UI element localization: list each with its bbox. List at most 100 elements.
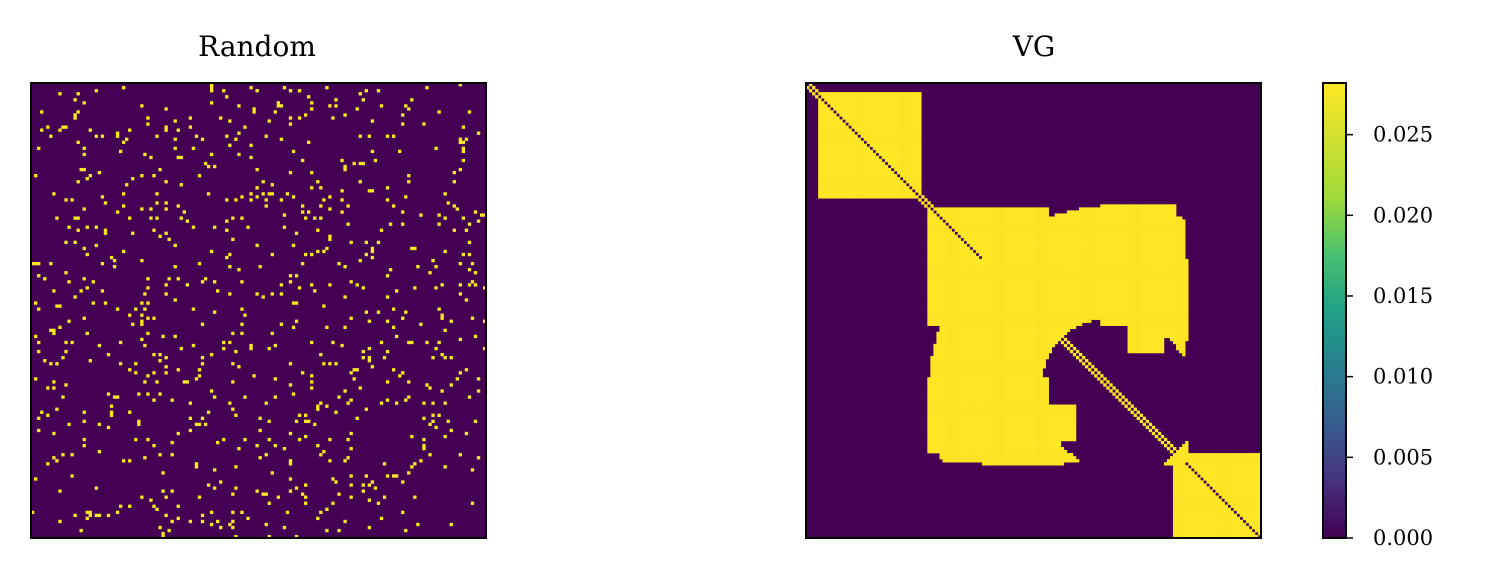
vg-cell xyxy=(1170,237,1174,242)
vg-cell xyxy=(963,234,968,238)
vg-cell xyxy=(960,313,965,317)
random-cell xyxy=(173,334,177,339)
vg-cell xyxy=(991,207,995,211)
vg-cell xyxy=(1173,277,1177,281)
random-cell xyxy=(209,389,214,393)
vg-cell xyxy=(824,146,828,151)
vg-cell xyxy=(830,161,834,166)
random-cell xyxy=(364,240,368,245)
vg-cell xyxy=(1063,286,1068,290)
random-cell xyxy=(264,453,268,457)
vg-cell xyxy=(1118,222,1122,226)
vg-cell xyxy=(930,225,934,229)
vg-cell xyxy=(1166,258,1171,263)
vg-cell xyxy=(836,180,840,184)
random-cell xyxy=(209,249,214,254)
vg-cell xyxy=(1112,261,1116,266)
vg-cell xyxy=(1009,234,1013,238)
vg-cell xyxy=(890,143,895,147)
random-cell xyxy=(446,419,450,424)
vg-cell xyxy=(1151,216,1156,220)
vg-cell xyxy=(1015,246,1019,251)
vg-cell xyxy=(1115,271,1119,275)
vg-cell xyxy=(1100,295,1104,299)
random-cell xyxy=(316,443,320,448)
vg-cell xyxy=(866,186,870,190)
vg-cell xyxy=(863,170,867,175)
vg-cell xyxy=(836,107,840,111)
vg-cell xyxy=(1069,237,1074,242)
random-cell xyxy=(346,222,350,226)
vg-cell xyxy=(827,143,831,147)
vg-cell xyxy=(1163,286,1168,290)
vg-cell xyxy=(981,274,986,278)
vg-cell xyxy=(1148,225,1153,229)
vg-cell xyxy=(978,213,983,217)
random-cell xyxy=(161,534,165,539)
vg-cell xyxy=(818,158,822,163)
vg-cell xyxy=(960,298,965,302)
vg-cell xyxy=(884,107,889,111)
vg-cell xyxy=(1033,274,1037,278)
random-cell xyxy=(431,413,435,417)
vg-cell xyxy=(942,243,946,248)
random-cell xyxy=(125,183,129,187)
random-cell xyxy=(255,89,259,93)
vg-cell xyxy=(1179,265,1183,269)
vg-cell xyxy=(1082,210,1086,214)
vg-cell xyxy=(1136,255,1140,260)
random-cell xyxy=(97,450,102,454)
vg-cell xyxy=(1179,283,1183,287)
vg-cell xyxy=(951,304,955,308)
random-cell xyxy=(158,525,162,530)
vg-cell xyxy=(881,155,886,160)
vg-cell xyxy=(1018,228,1022,232)
vg-cell xyxy=(1179,237,1183,242)
vg-cell xyxy=(1157,240,1162,245)
vg-cell xyxy=(1066,237,1071,242)
vg-cell xyxy=(969,234,974,238)
vg-cell xyxy=(948,219,952,223)
vg-cell xyxy=(887,113,892,117)
random-cell xyxy=(291,243,296,248)
vg-cell xyxy=(981,283,986,287)
vg-cell xyxy=(1136,304,1140,308)
vg-cell xyxy=(1003,268,1007,272)
vg-cell xyxy=(1157,222,1162,226)
vg-cell xyxy=(1048,249,1052,254)
vg-cell xyxy=(824,155,828,160)
vg-cell xyxy=(1145,268,1150,272)
vg-cell xyxy=(984,234,989,238)
vg-cell xyxy=(1130,207,1134,211)
vg-cell xyxy=(930,274,934,278)
vg-cell xyxy=(897,137,901,141)
vg-cell xyxy=(1051,307,1056,311)
vg-cell xyxy=(1097,213,1101,217)
vg-cell xyxy=(984,255,989,260)
vg-cell xyxy=(1136,240,1140,245)
vg-cell xyxy=(981,207,986,211)
vg-cell xyxy=(1085,258,1089,263)
random-cell xyxy=(304,501,308,505)
vg-cell xyxy=(818,143,822,147)
random-cell xyxy=(391,325,396,329)
vg-cell xyxy=(887,192,892,196)
vg-cell xyxy=(966,283,971,287)
vg-cell xyxy=(1166,289,1171,293)
vg-cell xyxy=(1136,289,1140,293)
random-cell xyxy=(407,174,411,178)
vg-cell xyxy=(821,177,825,181)
vg-cell xyxy=(1163,268,1168,272)
vg-cell xyxy=(845,137,849,141)
vg-cell xyxy=(966,274,971,278)
vg-cell xyxy=(848,161,852,166)
vg-cell xyxy=(1003,219,1007,223)
vg-cell xyxy=(872,143,877,147)
vg-cell xyxy=(1182,231,1186,235)
vg-cell xyxy=(963,243,968,248)
vg-cell xyxy=(1127,261,1131,266)
vg-cell xyxy=(960,310,965,314)
vg-cell xyxy=(1030,240,1034,245)
vg-cell xyxy=(991,255,995,260)
vg-cell xyxy=(1091,289,1095,293)
